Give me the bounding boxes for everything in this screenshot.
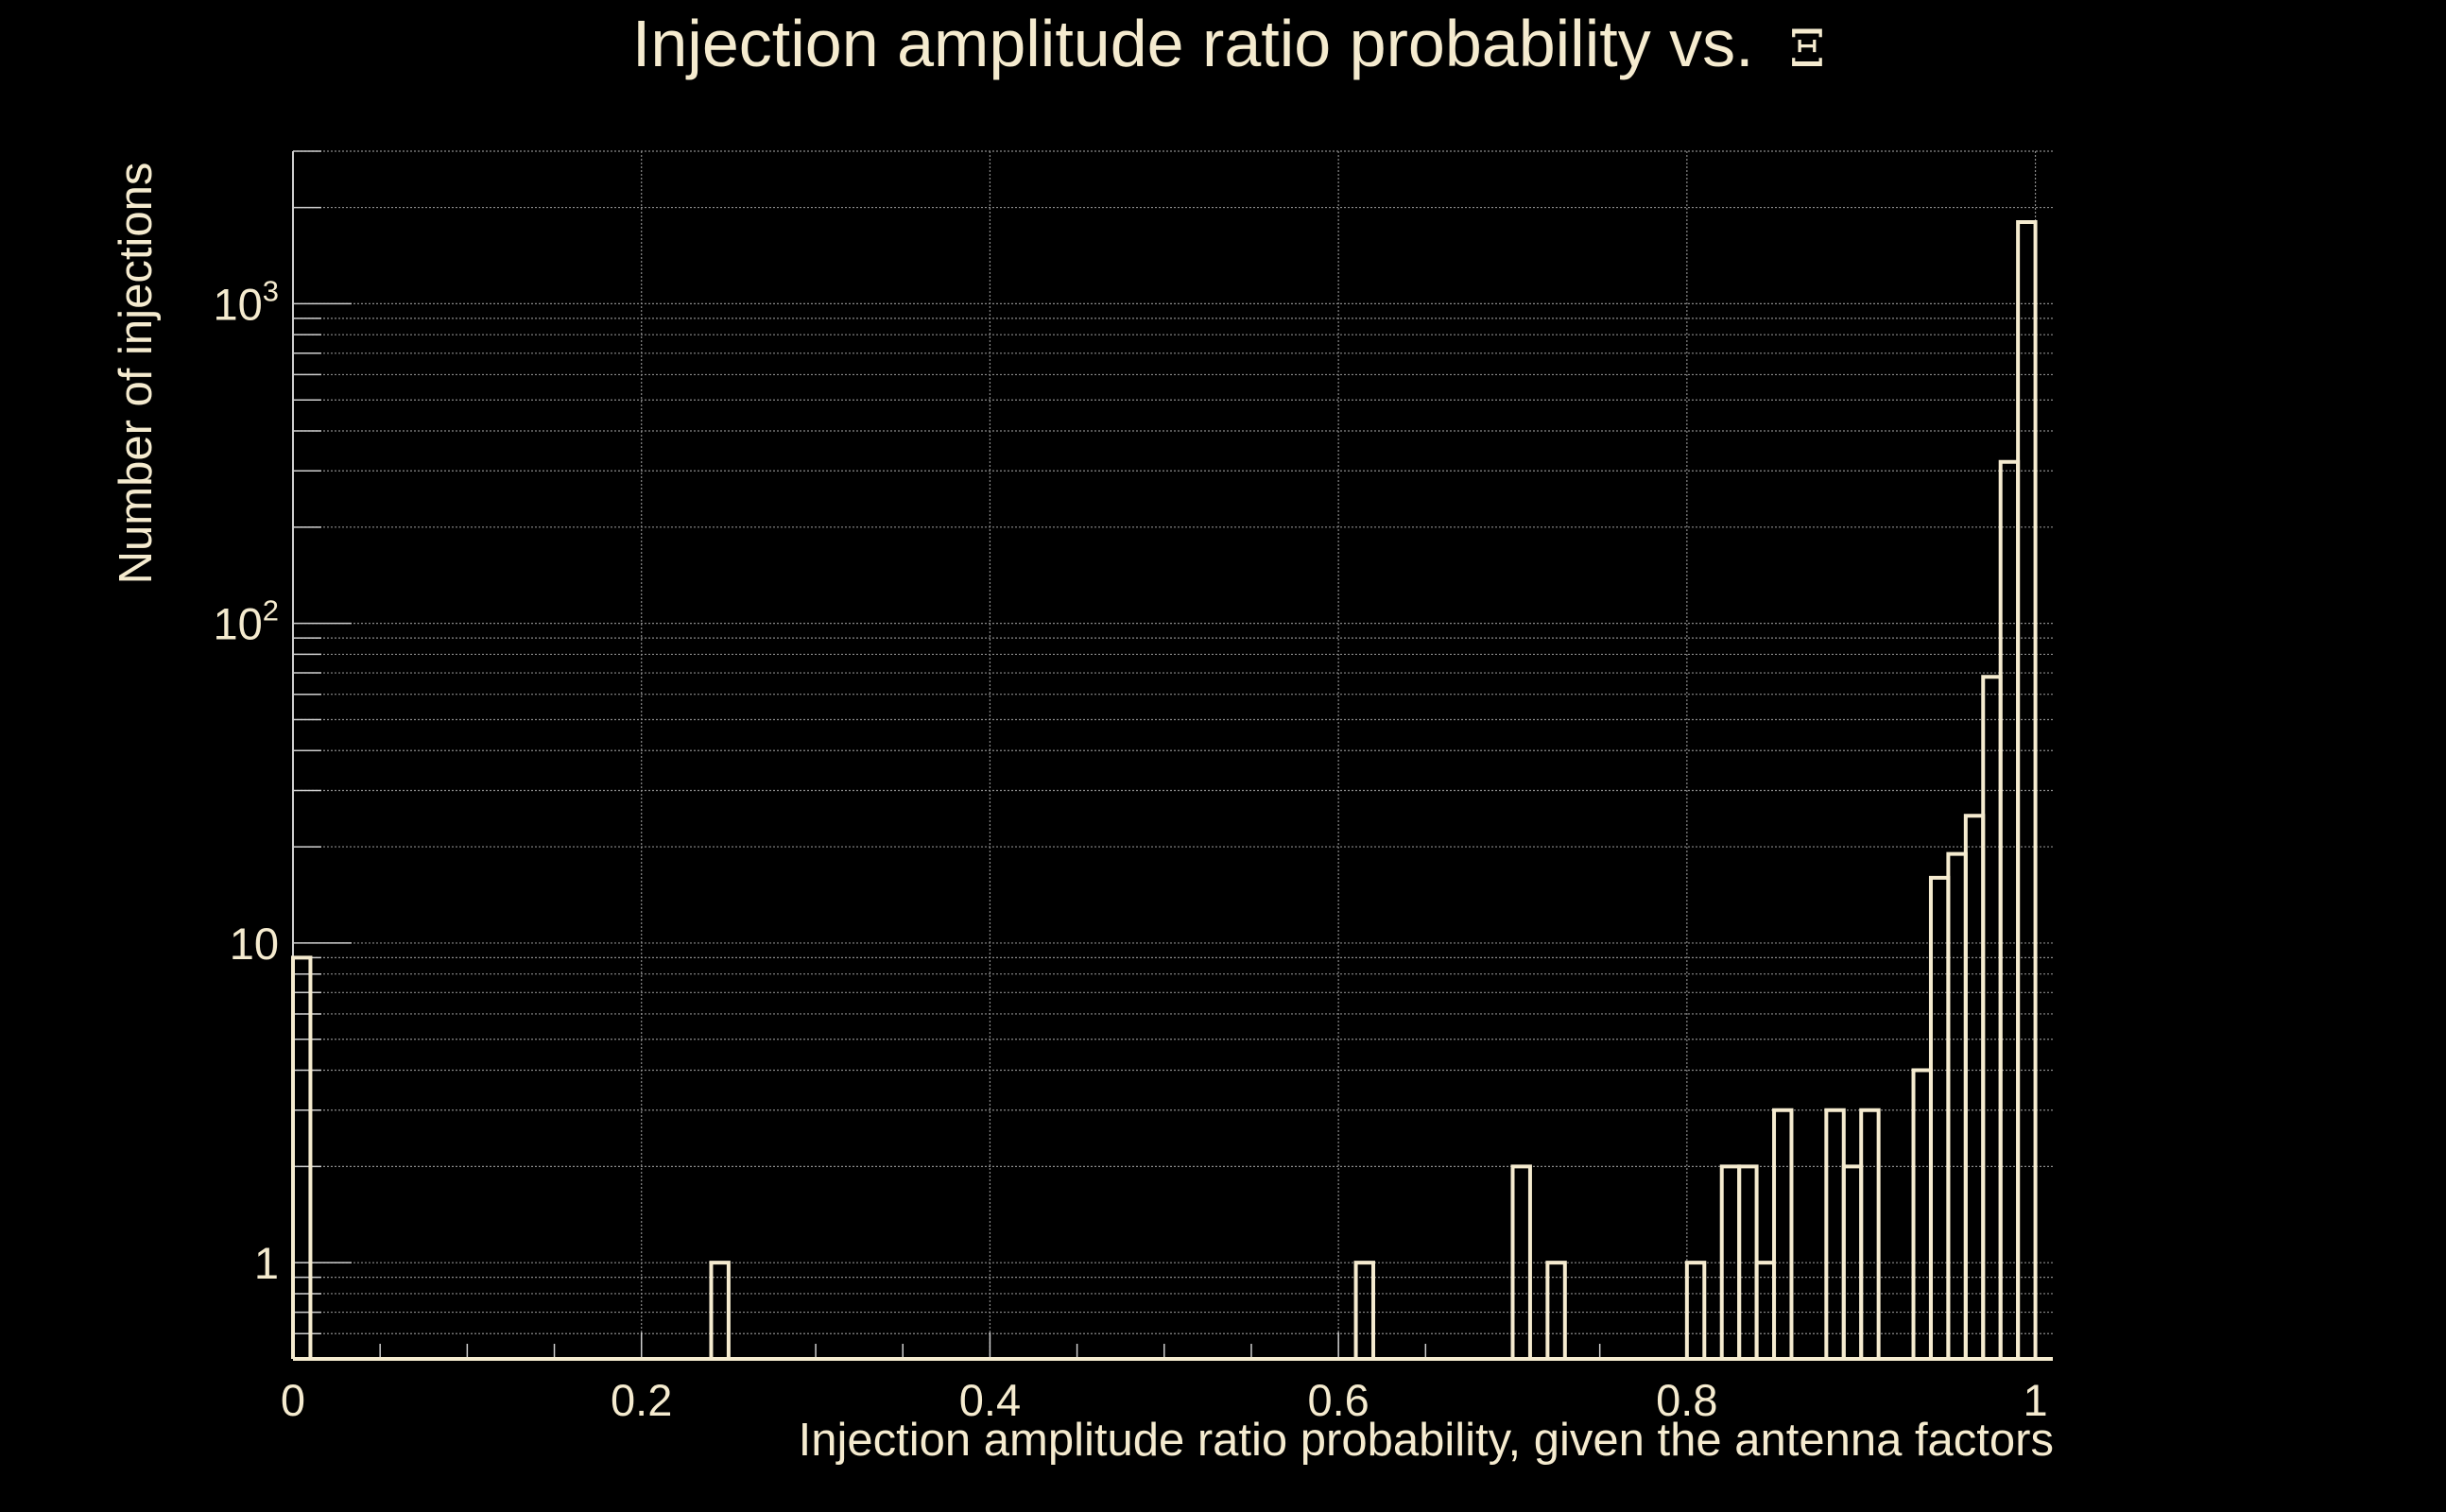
x-tick-label: 0.8	[1656, 1375, 1717, 1425]
histogram-bar	[1859, 1108, 1881, 1359]
x-tick-label: 0	[281, 1375, 305, 1425]
chart-title-text: Injection amplitude ratio probability vs…	[632, 7, 1754, 80]
histogram-bars	[291, 220, 2038, 1359]
histogram-bar	[1510, 1164, 1532, 1359]
grid-lines	[292, 150, 2053, 1360]
y-tick-label: 10	[230, 919, 279, 969]
histogram-bar	[1684, 1261, 1707, 1359]
x-tick-label: 0.2	[611, 1375, 672, 1425]
histogram-bar	[291, 955, 313, 1359]
histogram-bar	[1545, 1261, 1567, 1359]
x-tick-label: 0.6	[1307, 1375, 1369, 1425]
histogram-bar	[1998, 459, 2021, 1359]
x-tick-label: 0.4	[959, 1375, 1021, 1425]
histogram-bar	[1772, 1108, 1794, 1359]
y-tick-label: 1	[254, 1238, 279, 1288]
y-tick-label: 102	[213, 594, 279, 649]
histogram-bar	[1981, 675, 2003, 1359]
x-axis-label: Injection amplitude ratio probability, g…	[799, 1415, 2054, 1466]
histogram-bar	[2016, 220, 2038, 1359]
histogram-bar	[1946, 851, 1968, 1359]
x-tick-labels: 0 0.2 0.4 0.6 0.8 1	[281, 1375, 2048, 1425]
y-axis-label: Number of injections	[111, 163, 162, 585]
axes	[292, 150, 2053, 1361]
chart-title-symbol: Ξ	[1789, 19, 1825, 78]
histogram-bar	[1824, 1108, 1846, 1359]
y-tick-label: 103	[213, 274, 279, 329]
x-tick-label: 1	[2023, 1375, 2047, 1425]
chart-title: Injection amplitude ratio probability vs…	[632, 7, 1825, 80]
histogram-bar	[1928, 875, 1951, 1359]
histogram-bar	[1911, 1068, 1933, 1359]
histogram-bar	[1353, 1261, 1376, 1359]
y-tick-labels: 1 10 102 103	[213, 274, 279, 1288]
histogram-bar	[709, 1261, 731, 1359]
